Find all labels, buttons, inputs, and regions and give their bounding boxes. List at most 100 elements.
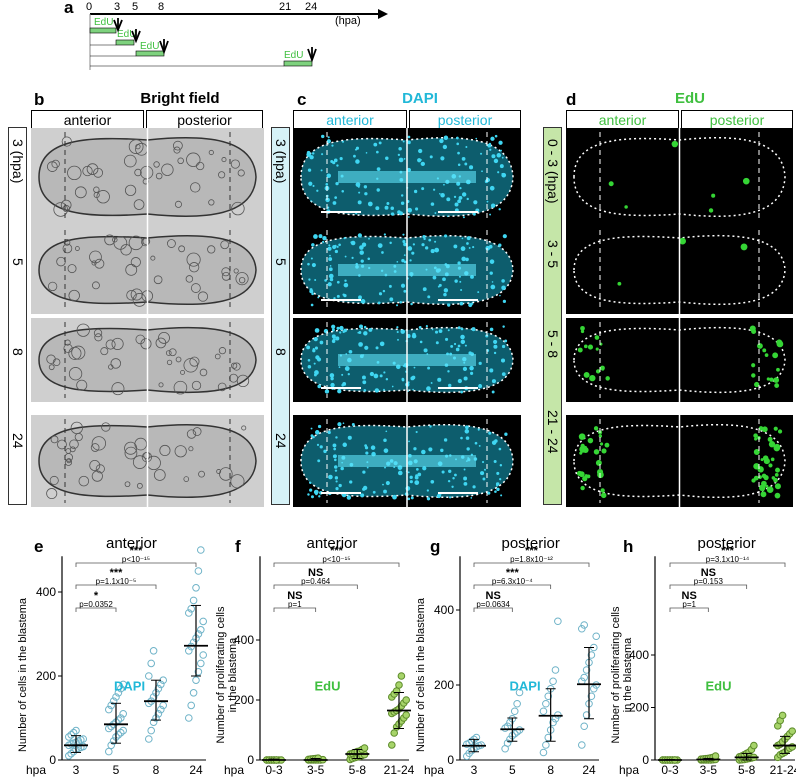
data-point <box>199 651 207 659</box>
dapi-image <box>293 318 521 402</box>
x-tick-label: 24 <box>189 763 203 777</box>
y-axis-label: Number of cells in the blastema <box>415 597 427 752</box>
y-tick-label: 200 <box>434 678 454 692</box>
scatter-plots: anterior 0 200 400 Number of cells in the bl… <box>17 535 796 777</box>
data-point <box>580 722 589 731</box>
data-point <box>105 724 113 733</box>
data-point <box>388 741 396 749</box>
tick-0: 0 <box>86 1 92 13</box>
dapi-image <box>293 226 521 314</box>
data-point <box>154 710 163 718</box>
edu-image <box>566 318 793 402</box>
data-point <box>549 677 557 686</box>
sig-bracket <box>473 562 590 567</box>
p-value: p=0.0352 <box>79 600 113 609</box>
data-point <box>788 727 796 735</box>
stain-label: DAPI <box>510 679 541 694</box>
data-point <box>119 710 127 718</box>
panel-letter-f: f <box>235 537 241 556</box>
plot-title: anterior <box>307 535 358 552</box>
data-point <box>465 749 474 758</box>
bf-image <box>31 128 264 226</box>
data-point <box>554 617 562 626</box>
data-point <box>109 697 118 705</box>
y-tick-label: 200 <box>629 701 649 715</box>
y-tick-label: 400 <box>629 648 649 662</box>
panel-letter-b: b <box>34 90 45 109</box>
x-tick-label: 0-3 <box>265 763 283 777</box>
data-point <box>79 735 87 743</box>
data-point <box>149 718 158 726</box>
panel-letter-g: g <box>430 537 441 556</box>
data-point <box>778 711 787 720</box>
data-point <box>551 666 560 674</box>
dapi-image <box>293 128 521 226</box>
x-tick-label: 21-24 <box>384 763 415 777</box>
sig-star: NS <box>486 590 501 602</box>
data-point <box>107 701 115 710</box>
data-point <box>194 567 203 575</box>
p-value: p=0.464 <box>301 577 331 586</box>
data-point <box>513 699 521 708</box>
data-point <box>578 741 586 749</box>
data-point <box>194 630 203 638</box>
data-point <box>114 689 123 697</box>
timepoint-sidebar <box>543 127 562 505</box>
data-point <box>189 689 198 697</box>
p-value: p<10⁻¹⁵ <box>122 555 150 564</box>
data-point <box>582 666 591 674</box>
x-axis-label: hpa <box>424 763 444 777</box>
sig-bracket <box>669 607 709 612</box>
data-point <box>145 699 153 708</box>
edu-label-1: EdU <box>94 17 113 28</box>
data-point <box>147 726 155 735</box>
data-point <box>788 743 796 751</box>
p-value: p=0.0634 <box>476 600 510 609</box>
p-value: p=0.153 <box>694 577 724 586</box>
data-point <box>503 739 512 747</box>
y-tick-label: 0 <box>447 753 454 767</box>
data-point <box>107 741 115 750</box>
data-point <box>197 626 205 634</box>
data-point <box>157 705 165 714</box>
data-point <box>117 684 125 693</box>
data-point <box>149 693 158 701</box>
data-point <box>72 726 80 735</box>
edu-label-2: EdU <box>117 29 136 40</box>
bf-image <box>31 318 264 402</box>
edu-label-3: EdU <box>140 41 159 52</box>
sig-star: *** <box>525 545 539 557</box>
plot-title: posterior <box>502 535 560 552</box>
data-point <box>145 672 153 680</box>
y-axis-label: Number of proliferating cells <box>610 606 622 743</box>
data-point <box>197 659 205 668</box>
tick-3: 3 <box>114 1 120 13</box>
sig-star: NS <box>682 590 697 602</box>
bf-image <box>31 415 264 507</box>
panel-letter-d: d <box>566 90 577 109</box>
y-tick-label: 400 <box>36 585 56 599</box>
p-value: p=1.8x10⁻¹² <box>510 555 553 564</box>
x-tick-label: 5-8 <box>349 763 367 777</box>
plot-h: posterior 0 200 400 Number of proliferating … <box>610 535 796 777</box>
data-point <box>119 726 127 735</box>
p-value: p=6.3x10⁻⁴ <box>492 577 533 586</box>
y-tick-label: 400 <box>234 633 254 647</box>
data-point <box>592 632 601 641</box>
data-point <box>147 659 155 668</box>
sig-star: *** <box>130 545 144 557</box>
tick-5: 5 <box>132 1 138 13</box>
x-axis-label: hpa <box>224 763 244 777</box>
data-point <box>117 728 125 737</box>
edu-label-4: EdU <box>284 50 303 61</box>
data-point <box>185 609 193 617</box>
dapi-title: DAPI <box>402 90 438 107</box>
data-point <box>154 684 163 693</box>
plot-e: anterior 0 200 400 Number of cells in the bl… <box>17 535 208 777</box>
data-point <box>67 749 75 758</box>
micrograph-grid <box>31 128 793 507</box>
edu-timeline: 0 3 5 8 21 24 (hpa) EdU EdU EdU EdU <box>86 1 388 70</box>
panel-letter-e: e <box>34 537 44 556</box>
data-point <box>185 647 193 655</box>
data-point <box>79 742 87 751</box>
